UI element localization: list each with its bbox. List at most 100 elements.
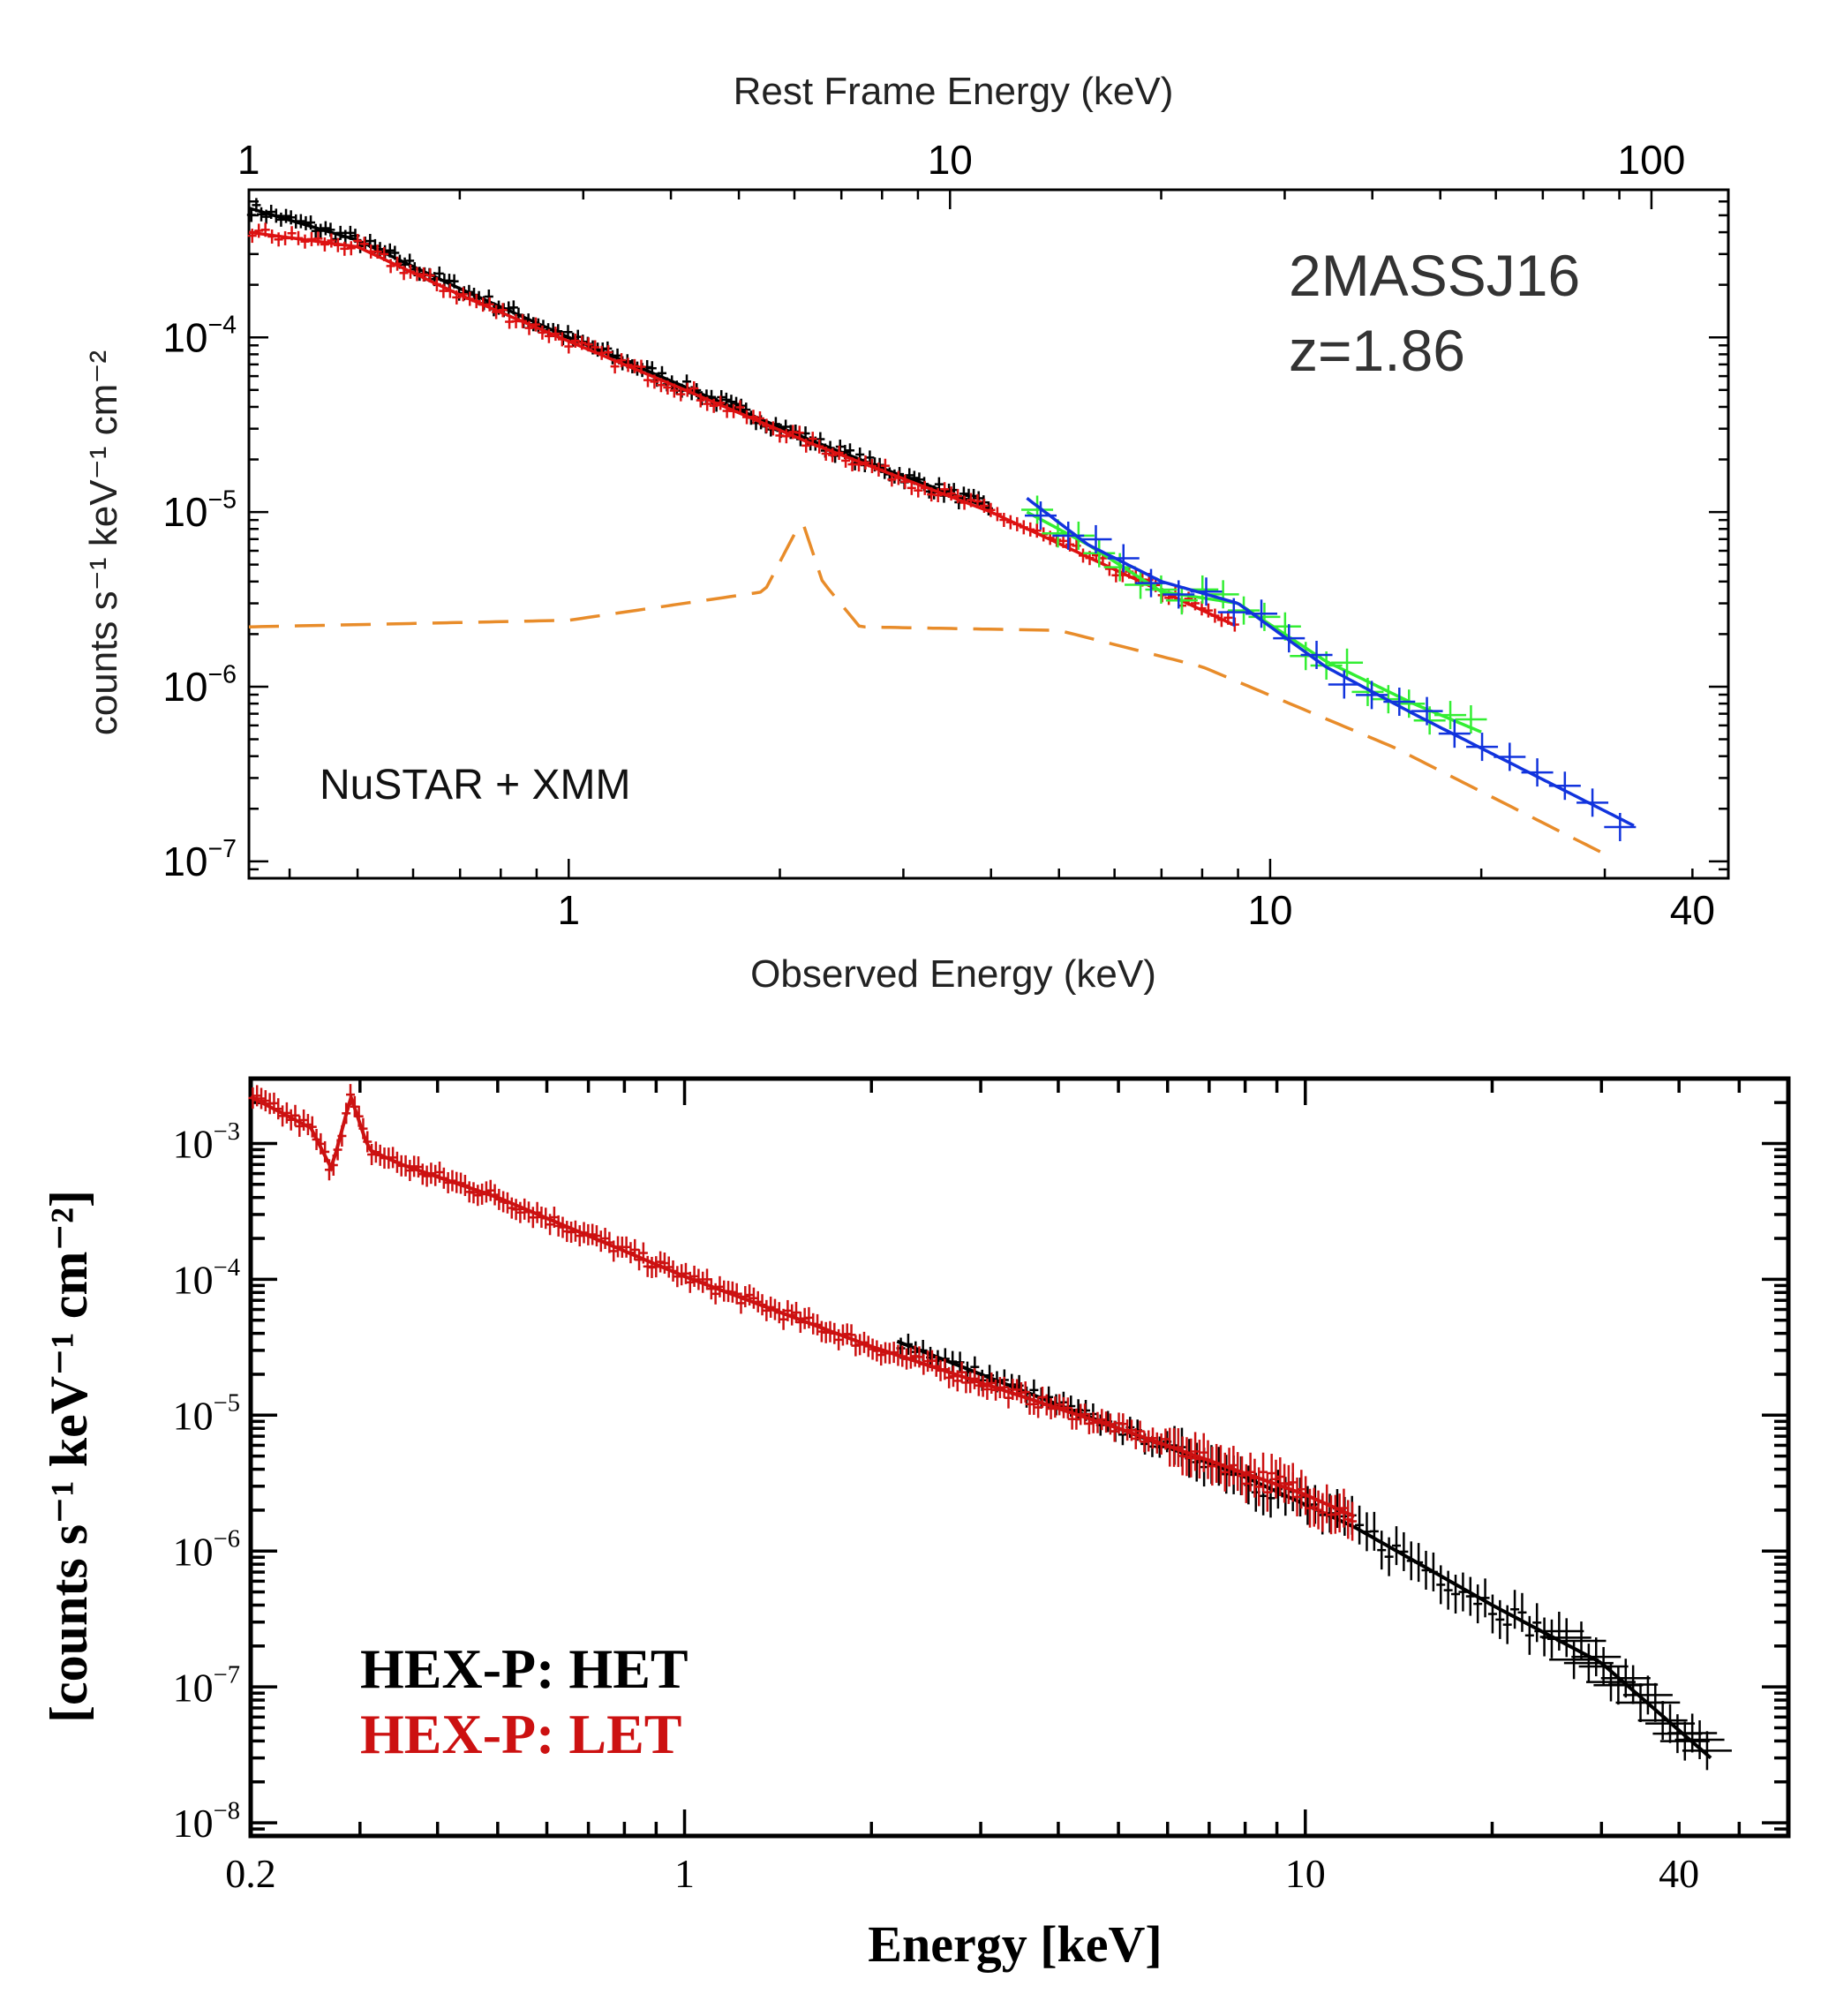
data-point bbox=[732, 1283, 741, 1305]
y-tick-label: 10−4 bbox=[162, 312, 237, 361]
data-point bbox=[834, 446, 844, 461]
data-point bbox=[1229, 1446, 1238, 1486]
data-point bbox=[320, 237, 329, 252]
data-point bbox=[795, 1312, 805, 1334]
y-tick-label: 10−8 bbox=[173, 1797, 240, 1846]
data-point bbox=[914, 483, 923, 498]
data-point bbox=[524, 320, 534, 335]
data-point bbox=[651, 1256, 661, 1278]
data-point bbox=[787, 1304, 797, 1326]
data-point bbox=[643, 372, 652, 387]
data-point bbox=[303, 1114, 312, 1136]
data-point bbox=[359, 237, 369, 252]
data-point bbox=[1494, 742, 1526, 771]
data-point bbox=[609, 1240, 619, 1262]
data-point bbox=[694, 1268, 704, 1290]
data-point bbox=[1377, 1531, 1387, 1570]
data-point bbox=[1248, 602, 1281, 631]
data-point bbox=[946, 486, 956, 501]
data-point bbox=[1331, 648, 1364, 677]
data-point bbox=[287, 226, 297, 241]
data-point bbox=[689, 1265, 699, 1287]
data-point bbox=[499, 1191, 508, 1213]
data-point bbox=[1024, 501, 1057, 530]
data-point bbox=[1080, 524, 1112, 553]
data-point bbox=[570, 1220, 580, 1242]
data-point bbox=[327, 233, 336, 248]
data-point bbox=[469, 1182, 478, 1204]
data-point bbox=[656, 1251, 666, 1273]
data-point bbox=[762, 1299, 771, 1321]
data-point bbox=[1097, 1409, 1107, 1431]
data-point bbox=[1079, 548, 1088, 563]
data-point bbox=[749, 410, 758, 425]
data-point bbox=[1600, 1659, 1651, 1698]
data-point bbox=[1217, 598, 1250, 627]
data-point bbox=[1455, 704, 1487, 733]
data-point bbox=[342, 1102, 351, 1125]
data-point bbox=[577, 335, 587, 350]
data-point bbox=[346, 1084, 356, 1106]
data-point bbox=[1330, 1494, 1340, 1534]
top-plot-frame bbox=[247, 188, 1730, 880]
data-point bbox=[439, 1167, 448, 1189]
data-point bbox=[919, 1353, 929, 1375]
data-point bbox=[312, 1128, 321, 1150]
data-point bbox=[1215, 1445, 1225, 1485]
data-point bbox=[1674, 1720, 1725, 1760]
data-point bbox=[261, 209, 271, 224]
data-point bbox=[399, 266, 409, 281]
data-point bbox=[755, 411, 764, 426]
data-point bbox=[1191, 1432, 1200, 1471]
data-point bbox=[1224, 1448, 1234, 1487]
data-point bbox=[698, 1271, 708, 1293]
data-point bbox=[726, 395, 736, 410]
data-point bbox=[286, 1109, 296, 1131]
data-point bbox=[246, 207, 256, 222]
data-point bbox=[583, 337, 593, 352]
data-point bbox=[889, 1342, 899, 1364]
data-point bbox=[1549, 1640, 1599, 1680]
data-point bbox=[957, 1361, 967, 1383]
data-point bbox=[1020, 1381, 1030, 1403]
data-point bbox=[1411, 696, 1443, 726]
data-point bbox=[367, 1143, 377, 1165]
y-tick-label: 10−5 bbox=[162, 485, 237, 535]
data-point bbox=[1208, 1447, 1217, 1486]
data-point bbox=[1495, 1599, 1505, 1639]
data-point bbox=[372, 244, 382, 260]
data-point bbox=[1093, 1411, 1102, 1433]
data-point bbox=[877, 1344, 886, 1366]
data-point bbox=[1032, 523, 1042, 538]
data-point bbox=[931, 1355, 941, 1377]
data-point bbox=[610, 359, 620, 374]
y-tick-label: 10−4 bbox=[173, 1254, 240, 1303]
top-y-axis-label: counts s⁻¹ keV⁻¹ cm⁻² bbox=[82, 350, 125, 735]
data-point bbox=[524, 1201, 534, 1223]
data-point bbox=[471, 294, 481, 309]
data-point bbox=[668, 1260, 678, 1282]
data-point bbox=[669, 383, 679, 398]
x-tick-label: 40 bbox=[1670, 887, 1715, 933]
data-point bbox=[1216, 613, 1226, 628]
data-point bbox=[1480, 1578, 1490, 1618]
data-point bbox=[898, 1345, 907, 1367]
data-point bbox=[783, 1299, 793, 1321]
data-point bbox=[591, 1225, 601, 1247]
data-point bbox=[345, 225, 355, 240]
data-point bbox=[1034, 1396, 1043, 1418]
data-point bbox=[955, 1351, 965, 1373]
data-point bbox=[1356, 681, 1388, 710]
data-point bbox=[528, 1207, 538, 1229]
data-point bbox=[1421, 1550, 1431, 1590]
data-point bbox=[907, 480, 916, 495]
data-point bbox=[1369, 1511, 1379, 1551]
data-point bbox=[821, 446, 831, 461]
data-point bbox=[448, 1170, 457, 1192]
data-point bbox=[252, 198, 261, 213]
data-point bbox=[936, 1359, 945, 1381]
data-point bbox=[953, 489, 963, 504]
data-point bbox=[604, 345, 613, 360]
data-point bbox=[979, 498, 989, 513]
data-point bbox=[271, 208, 281, 223]
